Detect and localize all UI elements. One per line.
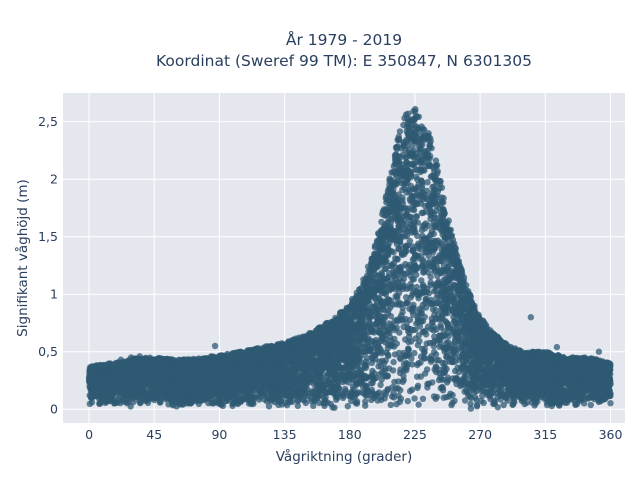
data-point xyxy=(399,378,406,385)
data-point xyxy=(445,377,452,384)
data-point xyxy=(411,395,418,402)
data-point xyxy=(406,188,413,195)
data-point xyxy=(310,402,317,409)
data-point xyxy=(403,294,410,301)
data-point xyxy=(391,351,399,358)
data-point xyxy=(390,358,397,366)
chart-title-line-2: Koordinat (Sweref 99 TM): E 350847, N 63… xyxy=(156,52,532,70)
data-point xyxy=(265,403,273,410)
data-point xyxy=(572,401,579,409)
data-point xyxy=(157,399,164,406)
data-point xyxy=(344,403,351,410)
data-points xyxy=(85,105,614,412)
data-point xyxy=(353,400,361,407)
data-point xyxy=(491,400,498,407)
data-point xyxy=(420,257,427,264)
data-point xyxy=(607,400,614,407)
data-point xyxy=(587,401,594,409)
chart-title-line-1: År 1979 - 2019 xyxy=(286,30,402,49)
data-point xyxy=(404,397,411,405)
data-point xyxy=(473,396,480,404)
data-point xyxy=(430,393,438,400)
data-point xyxy=(461,397,469,404)
data-point xyxy=(387,401,394,409)
data-point xyxy=(86,400,94,408)
data-point xyxy=(500,401,507,409)
data-point xyxy=(415,401,422,408)
data-point xyxy=(394,385,402,392)
data-point xyxy=(438,251,445,258)
data-point xyxy=(394,318,401,325)
data-point xyxy=(403,367,410,374)
data-point xyxy=(420,269,427,276)
data-point xyxy=(406,316,414,323)
data-point xyxy=(403,299,410,307)
data-point xyxy=(396,128,404,135)
data-point xyxy=(411,349,418,357)
data-point xyxy=(467,400,474,408)
data-point xyxy=(402,154,409,161)
data-point xyxy=(428,209,435,216)
